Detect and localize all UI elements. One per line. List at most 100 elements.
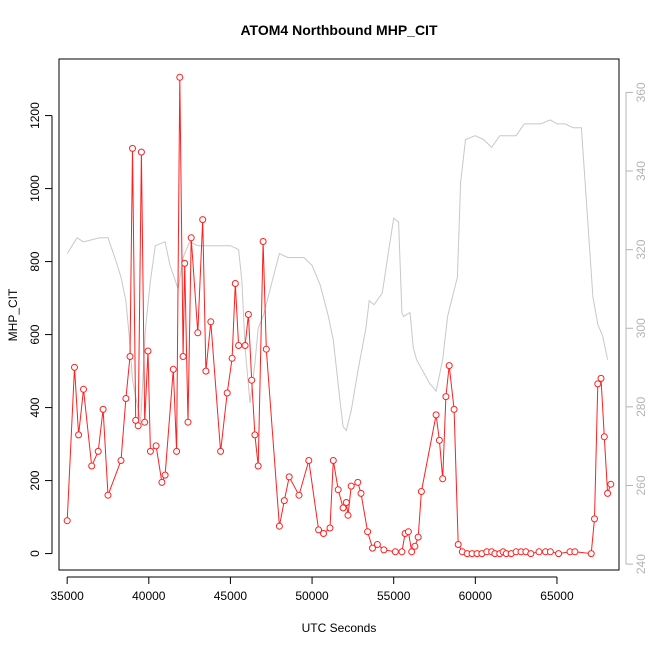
data-point bbox=[527, 550, 535, 558]
data-point bbox=[248, 376, 256, 384]
data-point bbox=[129, 144, 136, 152]
data-point bbox=[228, 354, 236, 362]
data-point bbox=[411, 542, 419, 550]
data-point bbox=[141, 418, 149, 426]
y-tick-label: 0 bbox=[28, 550, 42, 557]
data-point bbox=[80, 385, 87, 393]
x-tick-label: 55000 bbox=[377, 589, 411, 603]
y2-tick-label: 300 bbox=[634, 318, 648, 338]
data-point bbox=[71, 363, 78, 371]
y-tick-label: 1000 bbox=[28, 175, 42, 202]
data-point bbox=[546, 548, 554, 556]
data-point bbox=[94, 447, 102, 455]
data-point bbox=[199, 216, 207, 224]
data-point bbox=[217, 447, 225, 455]
data-point bbox=[604, 489, 612, 497]
series-right-line bbox=[66, 119, 609, 432]
data-point bbox=[169, 365, 177, 373]
y-tick-label: 600 bbox=[28, 324, 42, 344]
data-point bbox=[202, 367, 210, 375]
data-point bbox=[408, 548, 416, 556]
data-point bbox=[442, 393, 450, 401]
data-point bbox=[535, 548, 543, 556]
data-point bbox=[587, 550, 595, 558]
x-tick-label: 45000 bbox=[214, 589, 248, 603]
x-tick-label: 50000 bbox=[295, 589, 329, 603]
data-point bbox=[244, 311, 252, 318]
data-point bbox=[347, 482, 355, 490]
y-axis-right: 240 260 280 300 320 340 360 bbox=[625, 82, 648, 574]
data-point bbox=[158, 478, 166, 486]
data-point bbox=[285, 473, 293, 481]
y-axis-label: MHP_CIT bbox=[6, 288, 20, 341]
data-point bbox=[364, 528, 372, 536]
data-point bbox=[207, 318, 215, 326]
data-point bbox=[179, 353, 187, 360]
data-point bbox=[161, 471, 169, 479]
data-point bbox=[344, 511, 352, 519]
data-point bbox=[122, 395, 130, 402]
data-point bbox=[259, 238, 267, 245]
data-point bbox=[329, 457, 337, 464]
data-point bbox=[435, 436, 443, 444]
y2-tick-label: 260 bbox=[634, 475, 648, 495]
data-point bbox=[555, 550, 563, 558]
data-point bbox=[275, 522, 283, 530]
data-point bbox=[445, 362, 453, 370]
data-point bbox=[597, 374, 605, 382]
data-point bbox=[262, 345, 270, 353]
y-tick-label: 200 bbox=[28, 470, 42, 490]
data-point bbox=[75, 431, 83, 439]
y-tick-label: 1200 bbox=[28, 102, 42, 129]
x-axis: 35000 40000 45000 50000 55000 60000 65000 bbox=[50, 576, 574, 603]
data-point bbox=[235, 342, 243, 349]
data-point bbox=[357, 489, 365, 497]
data-point bbox=[295, 491, 303, 499]
data-point bbox=[354, 478, 362, 486]
y-axis-left: 0 200 400 600 800 1000 1200 bbox=[28, 102, 53, 557]
data-point bbox=[99, 405, 107, 413]
data-point bbox=[315, 526, 323, 534]
data-point bbox=[380, 546, 388, 554]
data-point bbox=[594, 380, 602, 388]
data-point bbox=[184, 418, 192, 426]
x-tick-label: 35000 bbox=[50, 589, 84, 603]
x-tick-label: 60000 bbox=[459, 589, 493, 603]
data-point bbox=[173, 447, 181, 455]
data-point bbox=[571, 548, 579, 556]
data-point bbox=[404, 528, 412, 536]
data-point bbox=[391, 548, 399, 556]
data-point bbox=[104, 491, 112, 499]
data-point bbox=[152, 442, 160, 450]
y-tick-label: 800 bbox=[28, 251, 42, 271]
data-point bbox=[117, 457, 125, 464]
data-point bbox=[334, 486, 342, 494]
data-point bbox=[146, 447, 154, 455]
y2-tick-label: 240 bbox=[634, 554, 648, 574]
y2-tick-label: 340 bbox=[634, 161, 648, 181]
data-point bbox=[398, 548, 406, 556]
data-point bbox=[223, 389, 231, 397]
chart-title: ATOM4 Northbound MHP_CIT bbox=[240, 22, 437, 38]
data-point bbox=[251, 431, 259, 439]
data-point bbox=[144, 347, 152, 355]
x-tick-label: 65000 bbox=[540, 589, 574, 603]
data-point bbox=[280, 497, 288, 505]
data-point bbox=[134, 422, 142, 430]
data-point bbox=[88, 462, 96, 470]
data-point bbox=[126, 353, 134, 360]
y2-tick-label: 360 bbox=[634, 82, 648, 102]
data-point bbox=[373, 541, 381, 548]
x-axis-label: UTC Seconds bbox=[302, 621, 377, 635]
data-point bbox=[63, 517, 71, 525]
data-point bbox=[607, 480, 615, 488]
data-point bbox=[342, 499, 350, 506]
data-point bbox=[176, 73, 184, 81]
data-point bbox=[414, 533, 422, 541]
data-point bbox=[305, 457, 313, 464]
data-point bbox=[326, 524, 334, 532]
data-point bbox=[254, 462, 262, 470]
data-point bbox=[417, 488, 425, 495]
